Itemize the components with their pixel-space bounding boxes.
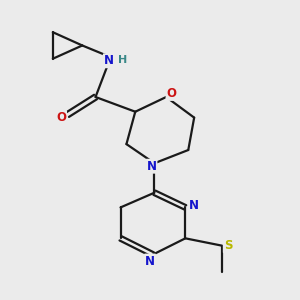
Text: N: N <box>104 54 114 67</box>
Text: H: H <box>118 55 127 64</box>
Text: N: N <box>189 199 199 212</box>
Text: O: O <box>167 87 176 100</box>
Text: S: S <box>224 239 232 252</box>
Text: O: O <box>56 111 66 124</box>
Text: N: N <box>146 160 157 173</box>
Text: N: N <box>145 254 155 268</box>
